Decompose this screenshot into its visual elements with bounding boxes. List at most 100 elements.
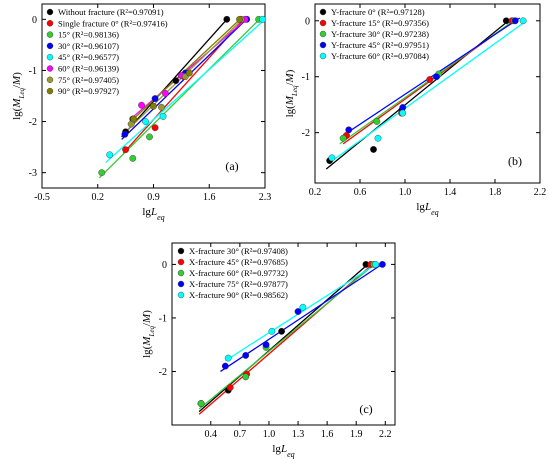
data-point: [226, 384, 234, 391]
x-tick-label: 2.2: [534, 187, 547, 198]
x-tick-label: 0.4: [205, 429, 218, 440]
x-tick-label: 2.2: [379, 429, 392, 440]
data-point: [138, 101, 145, 109]
data-point: [242, 352, 250, 359]
legend-label: 15° (R²=0.98136): [58, 30, 119, 40]
fit-line-4: [105, 18, 266, 163]
panel-b: 0.2 0.6 1.0 1.4 1.8 2.2 0 -1 -2 lgLeq lg(MLeq/M) Y-…: [284, 3, 547, 217]
legend-marker: [177, 247, 185, 255]
x-tick-label: 1.3: [292, 429, 305, 440]
panel-label: (c): [359, 402, 372, 416]
legend-marker: [177, 269, 185, 277]
legend-marker: [46, 31, 54, 38]
data-point: [328, 154, 336, 162]
legend-label: X-fracture 30° (R²=0.97408): [189, 246, 288, 256]
x-tick-label: 0.2: [92, 192, 105, 203]
plot-frame: [171, 242, 396, 426]
data-point: [242, 373, 250, 381]
legend-marker: [177, 291, 185, 299]
fit-line-0: [121, 16, 230, 138]
y-axis-label: lg(MLeq/M): [11, 72, 26, 120]
data-point: [159, 113, 167, 120]
data-point: [197, 400, 205, 407]
x-tick-label: 0.6: [354, 187, 367, 198]
data-point: [236, 15, 243, 23]
legend-marker: [46, 76, 54, 84]
legend-label: Y-fracture 0° (R²=0.97128): [331, 7, 425, 17]
data-point: [223, 15, 231, 23]
x-axis-label: lgLeq: [272, 443, 294, 459]
data-point: [268, 327, 276, 335]
x-tick-label: 0.7: [234, 429, 247, 440]
legend-label: Y-fracture 60° (R²=0.97084): [331, 51, 429, 61]
legend-label: 30° (R²=0.96107): [58, 41, 119, 51]
data-point: [185, 69, 193, 77]
data-point: [151, 124, 159, 132]
y-tick-label: -1: [302, 72, 310, 83]
x-axis-label: lgLeq: [142, 206, 164, 222]
legend-label: 60° (R²=0.96139): [58, 64, 119, 74]
x-tick-label: 1.6: [321, 429, 334, 440]
x-axis-label: lgLeq: [416, 201, 438, 217]
data-point: [130, 115, 137, 123]
legend-label: X-fracture 75° (R²=0.97877): [189, 279, 288, 289]
data-point: [146, 133, 153, 141]
data-point: [259, 15, 267, 23]
data-point: [426, 76, 434, 83]
legend-marker: [319, 19, 327, 27]
y-tick-label: -2: [159, 367, 167, 378]
data-point: [373, 118, 381, 125]
x-tick-label: 1.4: [444, 187, 457, 198]
fit-line-2: [98, 17, 262, 179]
data-point: [151, 95, 159, 102]
legend-marker: [46, 8, 54, 16]
data-point: [294, 308, 302, 315]
y-tick-label: -1: [29, 66, 37, 77]
data-point: [121, 130, 129, 138]
x-tick-label: 2.3: [259, 192, 272, 203]
legend-label: X-fracture 45° (R²=0.97685): [189, 257, 288, 267]
panel-label: (b): [508, 154, 522, 168]
legend-marker: [46, 54, 54, 61]
x-tick-label: 1.0: [399, 187, 412, 198]
data-point: [158, 103, 165, 111]
panel-a: -0.5 0.2 0.9 1.6 2.3 0 -1 -2 -3 lgLeq lg(MLeq/M) Wi…: [11, 3, 272, 222]
data-point: [162, 90, 169, 97]
y-tick-label: -1: [159, 313, 167, 324]
y-tick-label: -2: [302, 128, 310, 139]
x-tick-label: 0.9: [147, 192, 160, 203]
legend-label: Y-fracture 15° (R²=0.97356): [331, 18, 429, 28]
data-point: [142, 118, 149, 125]
data-point: [345, 126, 353, 134]
legend-label: 75° (R²=0.97405): [58, 75, 119, 85]
x-tick-label: 1.0: [263, 429, 276, 440]
data-point: [299, 303, 307, 311]
legend-marker: [319, 52, 327, 60]
y-axis-label: lg(MLeq/M): [141, 310, 156, 358]
data-point: [122, 146, 130, 154]
legend-label: X-fracture 60° (R²=0.97732): [189, 268, 288, 278]
y-tick-label: 0: [32, 15, 37, 26]
fit-line-5: [133, 16, 250, 117]
data-point: [374, 134, 382, 142]
x-tick-label: -0.5: [34, 192, 50, 203]
legend-marker: [177, 280, 185, 288]
panel-label: (a): [225, 159, 238, 173]
legend-marker: [46, 65, 54, 72]
legend-label: 45° (R²=0.96577): [58, 52, 119, 62]
data-point: [399, 109, 407, 117]
data-point: [172, 77, 180, 85]
legend-label: Single fracture 0° (R²=0.97416): [58, 18, 168, 28]
data-point: [224, 354, 232, 362]
data-point: [519, 17, 527, 25]
fit-line-4: [224, 262, 378, 362]
x-tick-label: 1.9: [350, 429, 363, 440]
legend-marker: [319, 41, 327, 49]
legend-marker: [177, 258, 185, 266]
y-tick-label: -3: [29, 168, 37, 179]
plot-frame: [314, 3, 541, 184]
data-point: [372, 261, 380, 268]
legend-label: Without fracture (R²=0.97091): [58, 7, 164, 17]
legend-marker: [46, 20, 54, 27]
